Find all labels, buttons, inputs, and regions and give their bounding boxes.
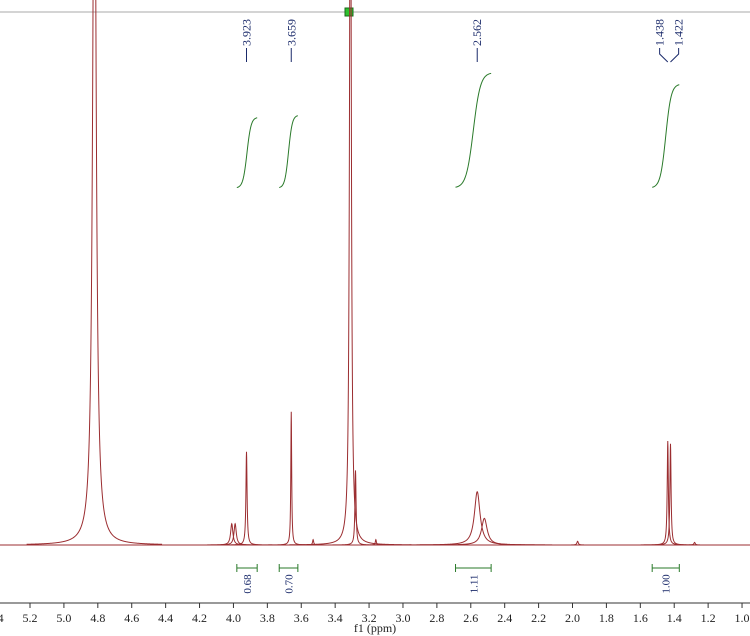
integral-curve [652,84,680,188]
integral-label: 1.11 [468,575,480,594]
x-tick-label: 2.2 [531,611,546,625]
x-tick-label: 3.2 [362,611,377,625]
x-tick-label: 4.0 [226,611,241,625]
x-tick-label: 1.0 [735,611,750,625]
peak [629,443,712,546]
x-tick-label: 3.4 [328,611,343,625]
integral-bracket [455,564,492,572]
x-tick-label: 1.6 [633,611,648,625]
peak [416,517,553,546]
x-tick-label: 2.6 [463,611,478,625]
marker [344,7,354,17]
x-tick-label: 4.2 [192,611,207,625]
x-tick-label: 3.0 [395,611,410,625]
peak [289,0,412,546]
x-tick-label: 2.4 [497,611,512,625]
x-tick-label: 2.0 [565,611,580,625]
x-tick-label: 5.0 [56,611,71,625]
x-tick-label: 4.4 [158,611,173,625]
peak [627,441,709,546]
x-tick-label: 5.4 [0,611,4,625]
integral-curve [279,115,298,188]
integral-bracket [236,564,258,572]
x-tick-label: 1.4 [667,611,682,625]
x-tick-label: 4.8 [90,611,105,625]
x-axis-label: f1 (ppm) [354,621,396,635]
x-tick-label: 1.8 [599,611,614,625]
peak [643,541,746,546]
peak-label: 3.923 [239,19,253,46]
integral-curve [236,117,258,189]
integral-label: 0.68 [242,574,254,594]
x-tick-label: 4.6 [124,611,139,625]
x-tick-label: 5.2 [23,611,38,625]
peak-label-line [659,48,669,63]
integral-bracket [278,564,299,572]
peak-label-line [670,48,680,63]
peak [409,491,546,546]
x-tick-label: 2.8 [429,611,444,625]
peak [335,538,417,546]
peak [26,0,163,545]
x-tick-label: 1.2 [701,611,716,625]
peak [526,540,629,546]
integral-label: 0.70 [284,574,296,594]
integral-curve [455,72,492,188]
peak [260,411,322,546]
x-tick-label: 3.6 [294,611,309,625]
integral-bracket [651,564,680,572]
peak-label: 2.562 [470,19,484,46]
x-tick-label: 3.8 [260,611,275,625]
peak-label: 1.422 [672,19,686,46]
peak [205,451,288,546]
integral-label: 1.00 [661,574,673,594]
peak-label: 3.659 [284,19,298,46]
peak-label: 1.438 [653,19,667,46]
